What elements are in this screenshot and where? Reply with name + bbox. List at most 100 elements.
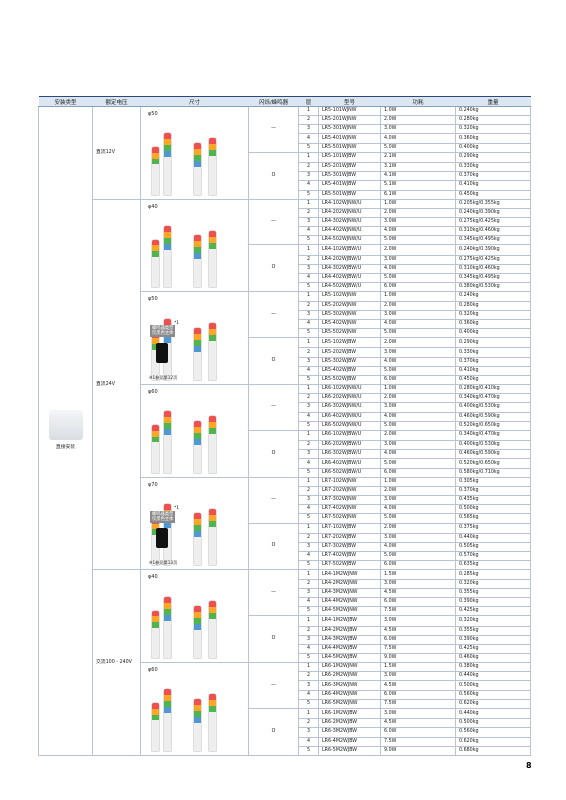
power-cell: 4.0W	[380, 133, 456, 144]
power-cell: 2.0W	[380, 244, 456, 256]
size-cell: φ60	[140, 662, 249, 756]
product-image	[194, 605, 201, 659]
layer-cell: 5	[298, 282, 319, 293]
product-image	[209, 601, 216, 659]
layer-cell: 4	[298, 273, 319, 284]
column-header: 安装类型	[38, 96, 93, 107]
model-cell: LR5-101WJBW	[318, 151, 381, 164]
weight-cell: 0.360kg	[455, 133, 531, 144]
power-cell: 2.0W	[380, 485, 456, 497]
power-cell: 7.5W	[380, 606, 456, 617]
table-row: φ60—1 LR6-1M2WJNW 1.5W 0.380kg	[39, 662, 531, 756]
black-body	[156, 342, 168, 363]
product-image	[152, 147, 159, 195]
layer-cell: 4	[298, 226, 319, 237]
size-cell: φ60	[140, 384, 249, 478]
product-image	[152, 610, 159, 659]
layer-cell: 3	[298, 587, 319, 598]
table-row: 4 LR6-4M2WJBW 7.5W 0.620kg	[39, 736, 531, 747]
power-cell: 4.5W	[380, 718, 456, 729]
model-cell: LR6-2M2WJBW	[318, 718, 381, 729]
weight-cell: 0.635kg	[455, 560, 531, 571]
model-cell: LR5-502WJBW	[318, 374, 381, 386]
power-cell: 5.0W	[380, 551, 456, 562]
layer-cell: 5	[298, 698, 319, 709]
power-cell: 7.5W	[380, 643, 456, 654]
weight-cell: 0.285kg	[455, 569, 531, 580]
weight-cell: 0.380kg	[455, 662, 531, 673]
power-cell: 3.0W	[380, 707, 456, 720]
power-cell: 2.0W	[380, 522, 456, 534]
power-cell: 6.0W	[380, 727, 456, 738]
layer-cell: 3	[298, 309, 319, 320]
table-row: 5 LR6-502WJBW/U 6.0W 0.580kg/0.710kg	[39, 467, 531, 478]
power-cell: 5.0W	[380, 420, 456, 431]
layer-cell: 4	[298, 318, 319, 330]
model-cell: LR5-502WJNW	[318, 327, 381, 339]
model-cell: LR6-402WJBW/U	[318, 458, 381, 469]
table-row: O 1 LR6-102WJBW/U 2.0W 0.340kg/0.470kg	[39, 429, 531, 478]
weight-cell: 0.560kg	[455, 727, 531, 738]
note-mark: *1	[174, 320, 180, 326]
blink-cell: —	[248, 198, 299, 246]
buzzer-badge: 蜂鸣器类型 仅黑色主体	[150, 510, 176, 523]
layer-cell: 4	[298, 180, 319, 191]
power-cell: 2.0W	[380, 115, 456, 126]
layer-cell: 5	[298, 652, 319, 664]
power-cell: 4.0W	[380, 504, 456, 515]
power-cell: 6.0W	[380, 282, 456, 293]
weight-cell: 0.340kg/0.470kg	[455, 429, 531, 442]
model-cell: LR7-302WJNW	[318, 495, 381, 506]
layer-cell: 1	[298, 707, 319, 720]
layer-cell: 3	[298, 449, 319, 460]
layer-cell: 2	[298, 671, 319, 682]
model-cell: LR4-202WJBW/U	[318, 254, 381, 265]
model-cell: LR6-102WJNW/U	[318, 384, 381, 395]
model-cell: LR4-502WJBW/U	[318, 282, 381, 293]
layer-cell: 1	[298, 429, 319, 442]
weight-cell: 0.345kg/0.495kg	[455, 273, 531, 284]
model-cell: LR5-302WJNW	[318, 309, 381, 320]
weight-cell: 0.520kg/0.650kg	[455, 420, 531, 431]
size-cell: φ40	[140, 198, 249, 293]
power-cell: 1.0W	[380, 291, 456, 302]
weight-cell: 0.370kg	[455, 485, 531, 497]
blink-cell: —	[248, 476, 299, 524]
voltage-cell: 直流12V	[92, 106, 141, 200]
weight-cell: 0.565kg	[455, 513, 531, 524]
weight-cell: 0.425kg	[455, 606, 531, 617]
column-header: 重量	[455, 96, 531, 107]
blink-cell: O	[248, 429, 299, 478]
model-cell: LR6-402WJNW/U	[318, 411, 381, 422]
layer-cell: 2	[298, 254, 319, 265]
power-cell: 4.0W	[380, 226, 456, 237]
size-cell: φ40	[140, 569, 249, 664]
power-cell: 2.0W	[380, 429, 456, 442]
product-image	[209, 137, 216, 195]
power-cell: 3.1W	[380, 162, 456, 173]
buzzer-badge: 蜂鸣器类型 仅黑色主体	[150, 325, 176, 338]
model-cell: LR6-3M2WJBW	[318, 727, 381, 738]
blink-cell: O	[248, 151, 299, 200]
model-cell: LR7-302WJBW	[318, 541, 381, 553]
layer-cell: 2	[298, 440, 319, 451]
power-cell: 6.0W	[380, 560, 456, 571]
model-cell: LR5-102WJBW	[318, 337, 381, 349]
size-box: φ40	[144, 200, 245, 291]
weight-cell: 0.330kg	[455, 162, 531, 173]
table-row: 交流100 - 240V φ40—1 LR4-1M2WJNW 1.5W 0.285kg	[39, 569, 531, 756]
weight-cell: 0.400kg	[455, 327, 531, 339]
layer-cell: 1	[298, 105, 319, 117]
spec-table: 安装类型 额定电压 尺寸 闪烁/蜂鸣器层型号 功耗 重量 直接安装 直流12V φ50—1 LR5…	[38, 96, 531, 756]
model-cell: LR7-202WJNW	[318, 485, 381, 497]
layer-cell: 5	[298, 560, 319, 571]
power-cell: 3.0W	[380, 124, 456, 135]
product-image	[164, 133, 171, 195]
power-cell: 7.5W	[380, 736, 456, 747]
badge-line: 仅黑色主体	[152, 516, 174, 522]
power-cell: 1.5W	[380, 662, 456, 673]
column-header: 额定电压	[92, 96, 141, 107]
model-cell: LR7-502WJBW	[318, 560, 381, 571]
layer-cell: 2	[298, 485, 319, 497]
